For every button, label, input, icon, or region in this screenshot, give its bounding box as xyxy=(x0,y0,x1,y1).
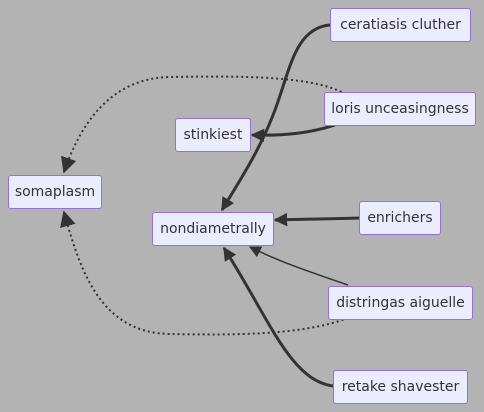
edge-ceratiasis-to-nondiametrally xyxy=(220,23,331,212)
node-label: stinkiest xyxy=(183,127,243,143)
node-somaplasm[interactable]: somaplasm xyxy=(8,175,102,209)
node-label: retake shavester xyxy=(341,379,460,395)
edge-loris-to-somaplasm xyxy=(61,75,351,174)
edge-distringas-to-nondiametrally xyxy=(248,246,349,286)
node-distringas-aiguelle[interactable]: distringas aiguelle xyxy=(328,286,473,320)
node-retake-shavester[interactable]: retake shavester xyxy=(333,370,468,404)
node-loris-unceasingness[interactable]: loris unceasingness xyxy=(324,92,476,126)
node-label: loris unceasingness xyxy=(331,101,469,117)
node-ceratiasis-cluther[interactable]: ceratiasis cluther xyxy=(330,8,471,42)
node-label: somaplasm xyxy=(14,184,96,200)
edge-distringas-to-somaplasm xyxy=(60,210,349,336)
edge-enrichers-to-nondiametrally xyxy=(273,212,361,227)
node-stinkiest[interactable]: stinkiest xyxy=(175,118,251,152)
node-label: nondiametrally xyxy=(160,221,266,237)
node-label: distringas aiguelle xyxy=(336,295,465,311)
node-nondiametrally[interactable]: nondiametrally xyxy=(152,212,274,246)
node-label: enrichers xyxy=(367,210,433,226)
edge-loris-to-stinkiest xyxy=(250,123,336,143)
node-enrichers[interactable]: enrichers xyxy=(359,201,441,235)
edge-retake-to-nondiametrally xyxy=(222,246,334,388)
node-label: ceratiasis cluther xyxy=(340,17,461,33)
